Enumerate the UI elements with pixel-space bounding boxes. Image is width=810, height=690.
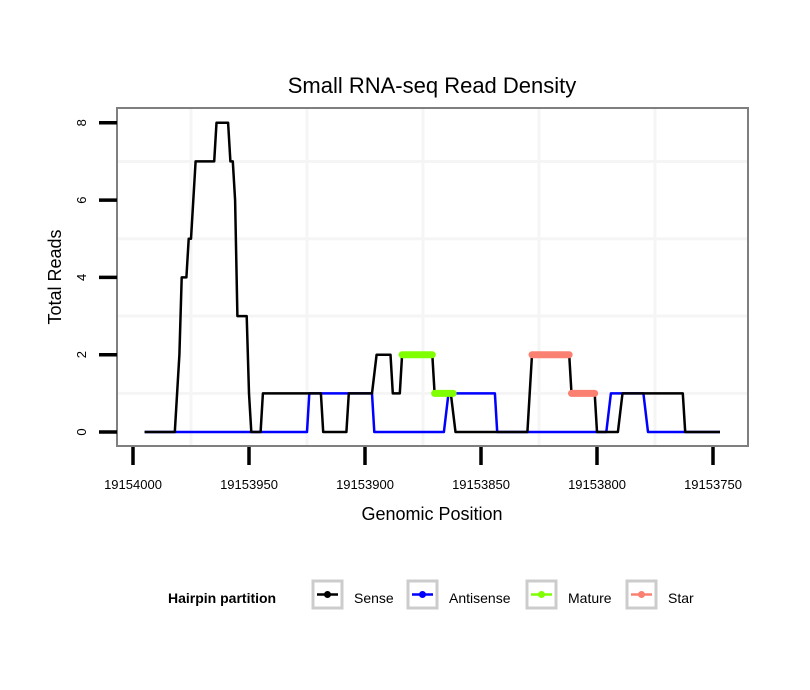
series-layer xyxy=(144,121,720,434)
legend-key-point xyxy=(638,591,645,598)
y-tick-label: 6 xyxy=(74,196,89,203)
y-tick-label: 0 xyxy=(74,428,89,435)
x-axis: 19154000 19153950 19153900 19153850 19153800… xyxy=(104,447,742,492)
x-tick-label: 19153750 xyxy=(684,477,742,492)
legend-key-point xyxy=(419,591,426,598)
x-tick-label: 19153950 xyxy=(220,477,278,492)
legend-item-mature: Mature xyxy=(525,579,612,610)
legend-label: Star xyxy=(668,590,694,606)
y-tick-label: 8 xyxy=(74,119,89,126)
legend-label: Sense xyxy=(354,590,394,606)
y-tick-label: 2 xyxy=(74,351,89,358)
y-axis-title: Total Reads xyxy=(45,229,65,324)
x-tick-label: 19153800 xyxy=(568,477,626,492)
y-axis: 0 2 4 6 8 xyxy=(74,119,117,436)
plot-panel xyxy=(117,108,748,446)
x-tick-label: 19154000 xyxy=(104,477,162,492)
legend-title: Hairpin partition xyxy=(168,590,276,606)
x-tick-label: 19153900 xyxy=(336,477,394,492)
x-axis-title: Genomic Position xyxy=(361,504,502,524)
legend-item-star: Star xyxy=(625,579,694,610)
legend-item-sense: Sense xyxy=(311,579,394,610)
legend-label: Mature xyxy=(568,590,612,606)
legend-item-antisense: Antisense xyxy=(406,579,511,610)
chart-title: Small RNA-seq Read Density xyxy=(288,73,577,98)
series-line-sense xyxy=(144,121,720,434)
legend-key-point xyxy=(538,591,545,598)
legend: Hairpin partition Sense Antisense Mature St… xyxy=(168,579,694,610)
x-tick-label: 19153850 xyxy=(452,477,510,492)
legend-key-point xyxy=(324,591,331,598)
legend-label: Antisense xyxy=(449,590,511,606)
y-tick-label: 4 xyxy=(74,274,89,281)
